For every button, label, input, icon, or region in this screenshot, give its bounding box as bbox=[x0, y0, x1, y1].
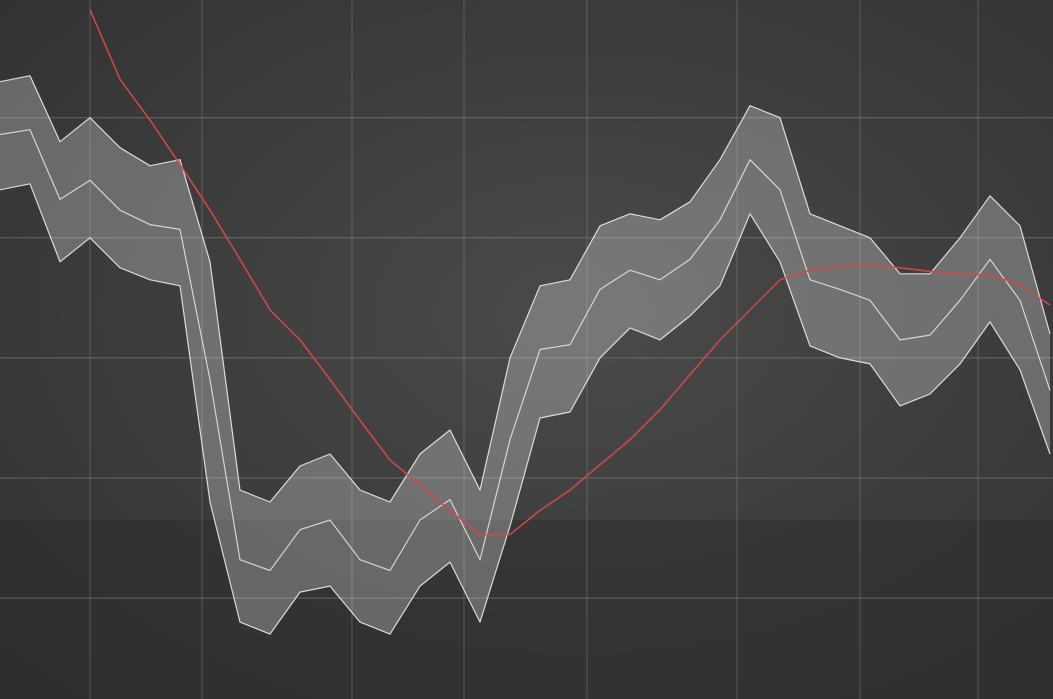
background-shade bbox=[0, 520, 1053, 699]
band-edge-line bbox=[0, 75, 1051, 503]
moving-average-line bbox=[89, 9, 1051, 536]
band-fill bbox=[0, 75, 1050, 635]
middle-band-line bbox=[0, 129, 1051, 572]
band-edge-line bbox=[0, 183, 1051, 635]
